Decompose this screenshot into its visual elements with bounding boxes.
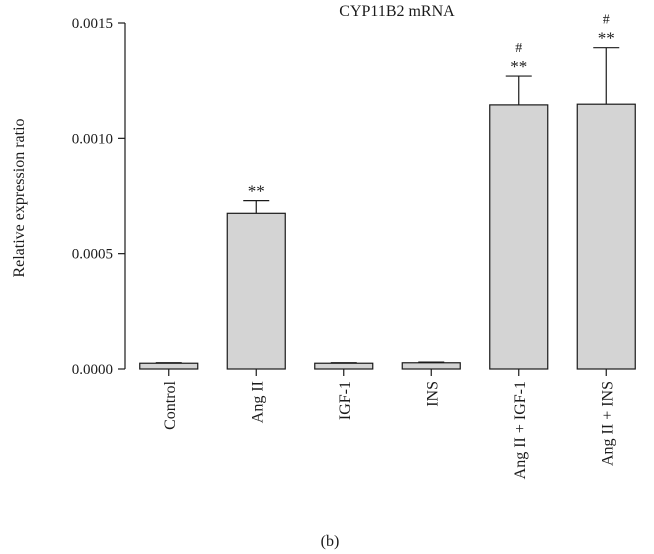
significance-label: ** bbox=[510, 57, 527, 76]
y-tick-label: 0.0010 bbox=[72, 131, 113, 147]
x-tick-label: IGF-1 bbox=[337, 381, 354, 420]
significance-label-secondary: # bbox=[515, 41, 522, 56]
x-tick-label: Control bbox=[162, 380, 179, 429]
plot-area: 0.0000 0.0005 0.0010 0.0015 Control ** Ang II I… bbox=[72, 13, 636, 479]
y-axis-label: Relative expression ratio bbox=[11, 118, 28, 277]
y-tick-label: 0.0015 bbox=[72, 16, 113, 32]
x-tick-label: INS bbox=[424, 381, 441, 407]
chart-title: CYP11B2 mRNA bbox=[339, 3, 455, 20]
bar bbox=[314, 362, 374, 370]
y-tick-label: 0.0000 bbox=[72, 362, 113, 378]
significance-label: ** bbox=[598, 29, 615, 48]
bar bbox=[226, 212, 286, 370]
x-tick-label: Ang II + IGF-1 bbox=[512, 381, 529, 479]
panel-label: (b) bbox=[321, 533, 340, 550]
bar bbox=[401, 362, 461, 370]
significance-label: ** bbox=[248, 182, 265, 201]
bar bbox=[576, 103, 636, 370]
significance-label-secondary: # bbox=[603, 13, 610, 28]
x-tick-label: Ang II bbox=[249, 381, 266, 423]
bar bbox=[489, 104, 549, 370]
x-tick-label: Ang II + INS bbox=[599, 381, 616, 466]
bar bbox=[139, 362, 199, 370]
y-tick-label: 0.0005 bbox=[72, 247, 113, 263]
